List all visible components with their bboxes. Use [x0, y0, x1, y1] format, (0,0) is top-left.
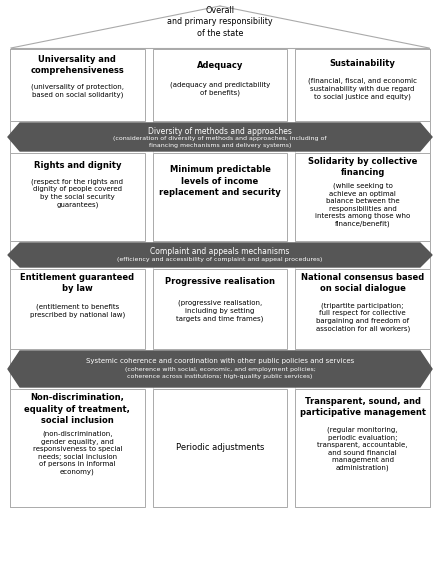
Text: Progressive realisation: Progressive realisation	[165, 276, 275, 286]
Text: National consensus based
on social dialogue: National consensus based on social dialo…	[301, 273, 424, 293]
Bar	[10, 389, 145, 507]
Bar	[295, 389, 430, 507]
Text: (progressive realisation,
including by setting
targets and time frames): (progressive realisation, including by s…	[176, 300, 264, 322]
Text: Entitlement guaranteed
by law: Entitlement guaranteed by law	[20, 273, 134, 293]
Text: Transparent, sound, and
participative management: Transparent, sound, and participative ma…	[300, 397, 425, 417]
Text: Overall
and primary responsibility
of the state: Overall and primary responsibility of th…	[167, 6, 273, 37]
Text: (efficiency and accessibility of complaint and appeal procedures): (efficiency and accessibility of complai…	[117, 258, 323, 262]
Text: Universality and
comprehensiveness: Universality and comprehensiveness	[30, 55, 124, 75]
Text: (universality of protection,
based on social solidarity): (universality of protection, based on so…	[31, 84, 124, 99]
Text: Diversity of methods and approaches: Diversity of methods and approaches	[148, 128, 292, 136]
Polygon shape	[8, 243, 432, 267]
Text: (while seeking to
achieve an optimal
balance between the
responsibilities and
in: (while seeking to achieve an optimal bal…	[315, 182, 410, 227]
Bar	[10, 269, 145, 349]
Bar	[295, 269, 430, 349]
Bar	[153, 389, 287, 507]
Text: (consideration of diversity of methods and approaches, including of
financing me: (consideration of diversity of methods a…	[113, 136, 327, 147]
Text: Systemic coherence and coordination with other public policies and services: Systemic coherence and coordination with…	[86, 358, 354, 364]
Text: (non-discrimination,
gender equality, and
responsiveness to special
needs; socia: (non-discrimination, gender equality, an…	[33, 431, 122, 475]
Text: Adequacy: Adequacy	[197, 61, 243, 69]
Text: Non-discrimination,
equality of treatment,
social inclusion: Non-discrimination, equality of treatmen…	[24, 394, 130, 424]
Text: (respect for the rights and
dignity of people covered
by the social security
gua: (respect for the rights and dignity of p…	[31, 178, 123, 208]
Polygon shape	[8, 123, 432, 151]
Bar	[153, 49, 287, 121]
Polygon shape	[8, 351, 432, 387]
Text: (entitlement to benefits
prescribed by national law): (entitlement to benefits prescribed by n…	[30, 304, 125, 318]
Text: (financial, fiscal, and economic
sustainability with due regard
to social justic: (financial, fiscal, and economic sustain…	[308, 78, 417, 100]
Text: (tripartite participation;
full respect for collective
bargaining and freedom of: (tripartite participation; full respect …	[315, 302, 410, 332]
Text: (regular monitoring,
periodic evaluation;
transparent, accountable,
and sound fi: (regular monitoring, periodic evaluation…	[317, 427, 408, 471]
Text: Sustainability: Sustainability	[330, 58, 396, 68]
Text: Periodic adjustments: Periodic adjustments	[176, 444, 264, 452]
Bar	[10, 49, 145, 121]
Text: Complaint and appeals mechanisms: Complaint and appeals mechanisms	[150, 247, 290, 255]
Text: (adequacy and predictability
of benefits): (adequacy and predictability of benefits…	[170, 82, 270, 96]
Text: Minimum predictable
levels of income
replacement and security: Minimum predictable levels of income rep…	[159, 166, 281, 196]
Bar	[295, 153, 430, 241]
Text: Rights and dignity: Rights and dignity	[33, 160, 121, 170]
Text: Solidarity by collective
financing: Solidarity by collective financing	[308, 157, 418, 177]
Bar	[153, 153, 287, 241]
Text: (coherence with social, economic, and employment policies;
coherence across inst: (coherence with social, economic, and em…	[125, 367, 315, 378]
Bar	[153, 269, 287, 349]
Bar	[10, 153, 145, 241]
Bar	[295, 49, 430, 121]
